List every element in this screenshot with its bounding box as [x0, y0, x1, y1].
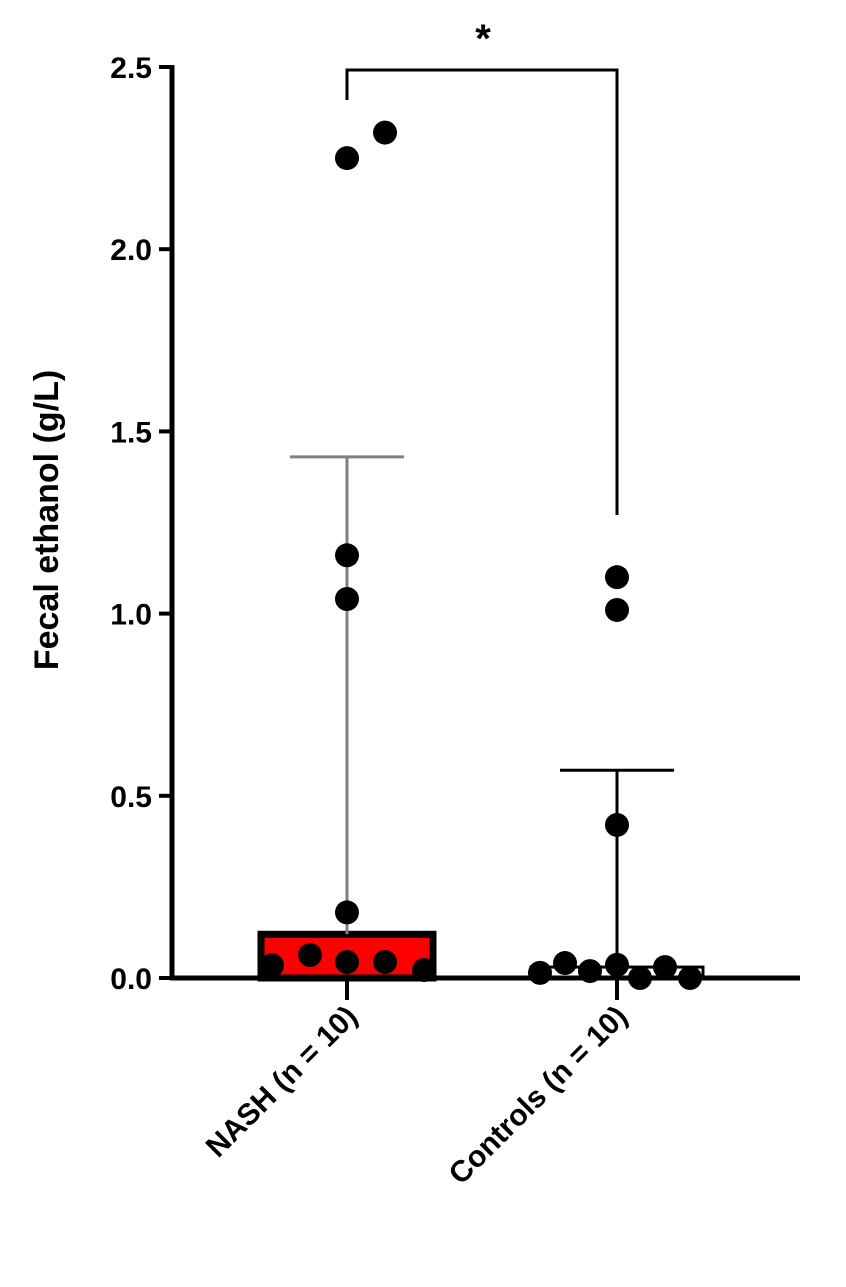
data-point	[335, 900, 359, 925]
data-point	[335, 949, 359, 974]
x-tick-label: NASH (n = 10)	[200, 1000, 364, 1164]
y-tick-label: 1.5	[110, 416, 152, 449]
data-point	[335, 146, 359, 171]
y-tick-label: 0.0	[110, 963, 152, 996]
data-point	[373, 120, 397, 145]
data-point	[528, 960, 552, 985]
data-point	[653, 955, 677, 980]
data-point	[605, 565, 629, 590]
y-tick-label: 2.0	[110, 234, 152, 267]
data-point	[605, 812, 629, 837]
x-tick-label: Controls (n = 10)	[443, 1000, 634, 1191]
y-tick-label: 2.5	[110, 52, 152, 85]
data-point	[605, 597, 629, 622]
data-point	[260, 953, 284, 978]
significance-bracket	[345, 68, 619, 515]
y-axis-label: Fecal ethanol (g/L)	[28, 370, 66, 670]
data-point	[335, 587, 359, 612]
significance-label: *	[475, 17, 491, 61]
data-point	[605, 952, 629, 977]
y-tick-label: 1.0	[110, 599, 152, 632]
data-point	[373, 949, 397, 974]
y-tick-label: 0.5	[110, 781, 152, 814]
data-point	[553, 951, 577, 976]
data-point	[335, 543, 359, 568]
data-point	[298, 943, 322, 968]
